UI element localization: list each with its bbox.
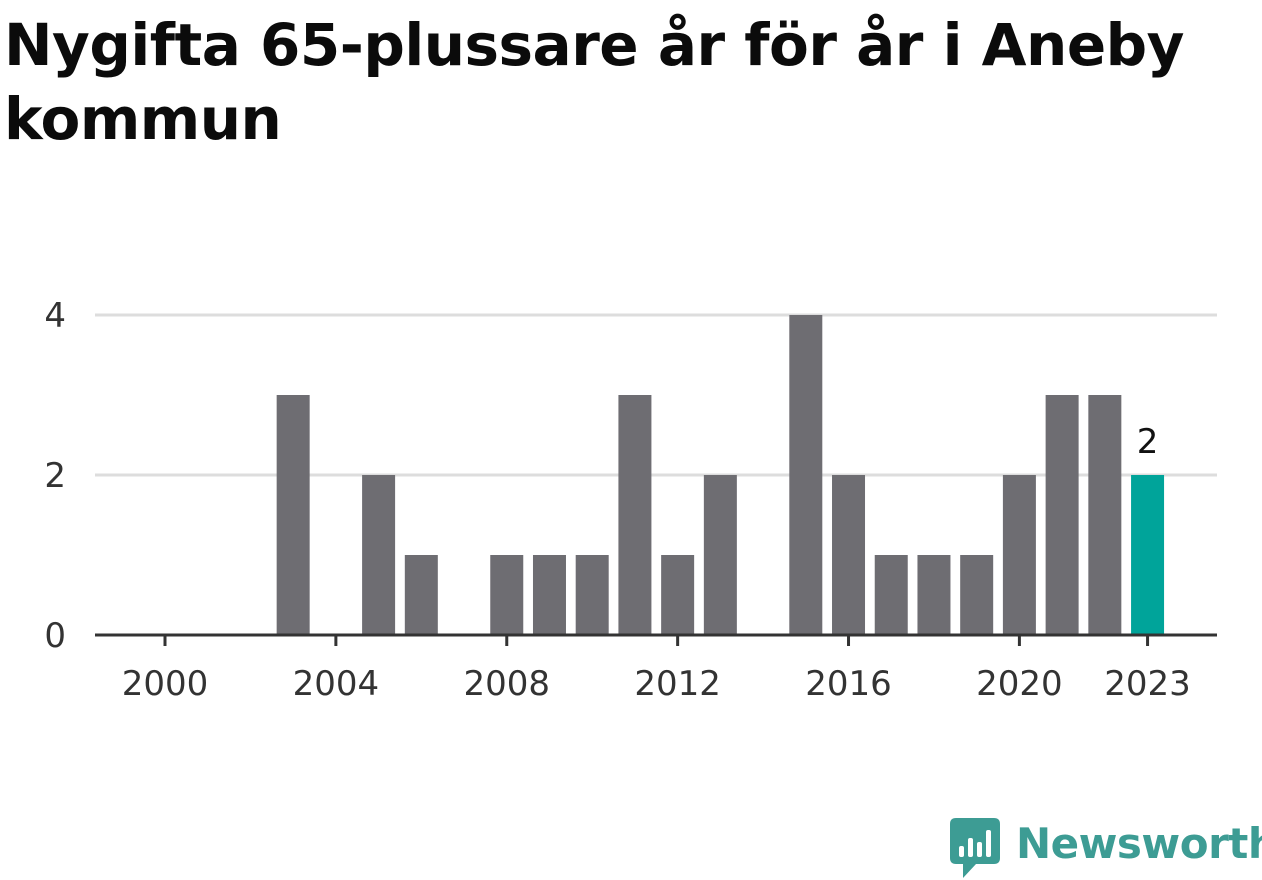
y-tick-label-4: 4: [44, 296, 66, 336]
bar-2013: [703, 475, 737, 635]
bar-2019: [960, 555, 994, 635]
x-tick-label-2004: 2004: [293, 664, 380, 704]
bar-2008: [490, 555, 524, 635]
x-tick-label-2008: 2008: [463, 664, 550, 704]
bar-2015: [789, 315, 823, 635]
x-tick-label-2020: 2020: [976, 664, 1063, 704]
x-tick-label-2023: 2023: [1104, 664, 1191, 704]
newsworthy-logo-text: Newsworthy: [1016, 819, 1262, 868]
bar-2009: [532, 555, 566, 635]
bar-2023: [1131, 475, 1165, 635]
bar-2021: [1045, 395, 1079, 635]
newsworthy-logo: Newsworthy: [950, 818, 1262, 880]
bar-2011: [618, 395, 652, 635]
bar-2017: [874, 555, 908, 635]
x-tick-label-2016: 2016: [805, 664, 892, 704]
bars: [276, 315, 1165, 635]
bar-2012: [661, 555, 695, 635]
bar-2016: [832, 475, 866, 635]
y-tick-label-2: 2: [44, 456, 66, 496]
newsworthy-logo-icon: [950, 818, 1000, 878]
bar-2006: [404, 555, 438, 635]
bar-2022: [1088, 395, 1122, 635]
bar-2005: [362, 475, 396, 635]
bar-2010: [575, 555, 609, 635]
x-tick-label-2012: 2012: [634, 664, 721, 704]
bar-2020: [1002, 475, 1036, 635]
y-axis-ticks: 0 2 4: [44, 296, 66, 656]
y-tick-label-0: 0: [44, 616, 66, 656]
bar-2018: [917, 555, 951, 635]
bar-2003: [276, 395, 310, 635]
data-label-2023: 2: [1137, 422, 1159, 462]
data-labels: 2: [1137, 422, 1159, 462]
x-axis-ticks: 2000 2004 2008 2012 2016 2020 2023: [122, 635, 1191, 704]
x-tick-label-2000: 2000: [122, 664, 209, 704]
chart-title: Nygifta 65-plussare år för år i Aneby ko…: [4, 11, 1185, 153]
